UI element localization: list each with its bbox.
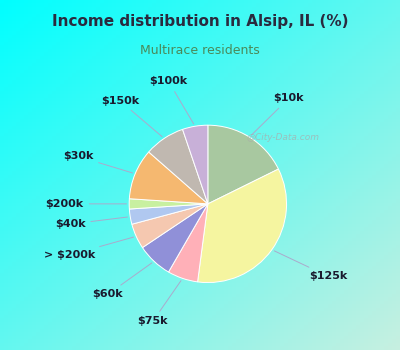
Text: $40k: $40k xyxy=(55,217,128,229)
Wedge shape xyxy=(168,204,208,282)
Text: Multirace residents: Multirace residents xyxy=(140,44,260,57)
Text: $30k: $30k xyxy=(63,151,132,173)
Text: $75k: $75k xyxy=(138,281,181,327)
Text: $10k: $10k xyxy=(251,93,304,135)
Text: $150k: $150k xyxy=(101,96,162,136)
Wedge shape xyxy=(208,125,278,204)
Wedge shape xyxy=(129,199,208,209)
Text: @City-Data.com: @City-Data.com xyxy=(247,133,320,142)
Text: $60k: $60k xyxy=(92,263,152,300)
Text: $100k: $100k xyxy=(150,76,194,124)
Wedge shape xyxy=(129,152,208,204)
Wedge shape xyxy=(149,130,208,204)
Wedge shape xyxy=(132,204,208,247)
Text: $125k: $125k xyxy=(274,251,347,281)
Text: $200k: $200k xyxy=(46,199,126,209)
Wedge shape xyxy=(182,125,208,204)
Text: Income distribution in Alsip, IL (%): Income distribution in Alsip, IL (%) xyxy=(52,14,348,29)
Wedge shape xyxy=(129,204,208,224)
Wedge shape xyxy=(198,169,286,282)
Wedge shape xyxy=(142,204,208,272)
Text: > $200k: > $200k xyxy=(44,237,134,260)
